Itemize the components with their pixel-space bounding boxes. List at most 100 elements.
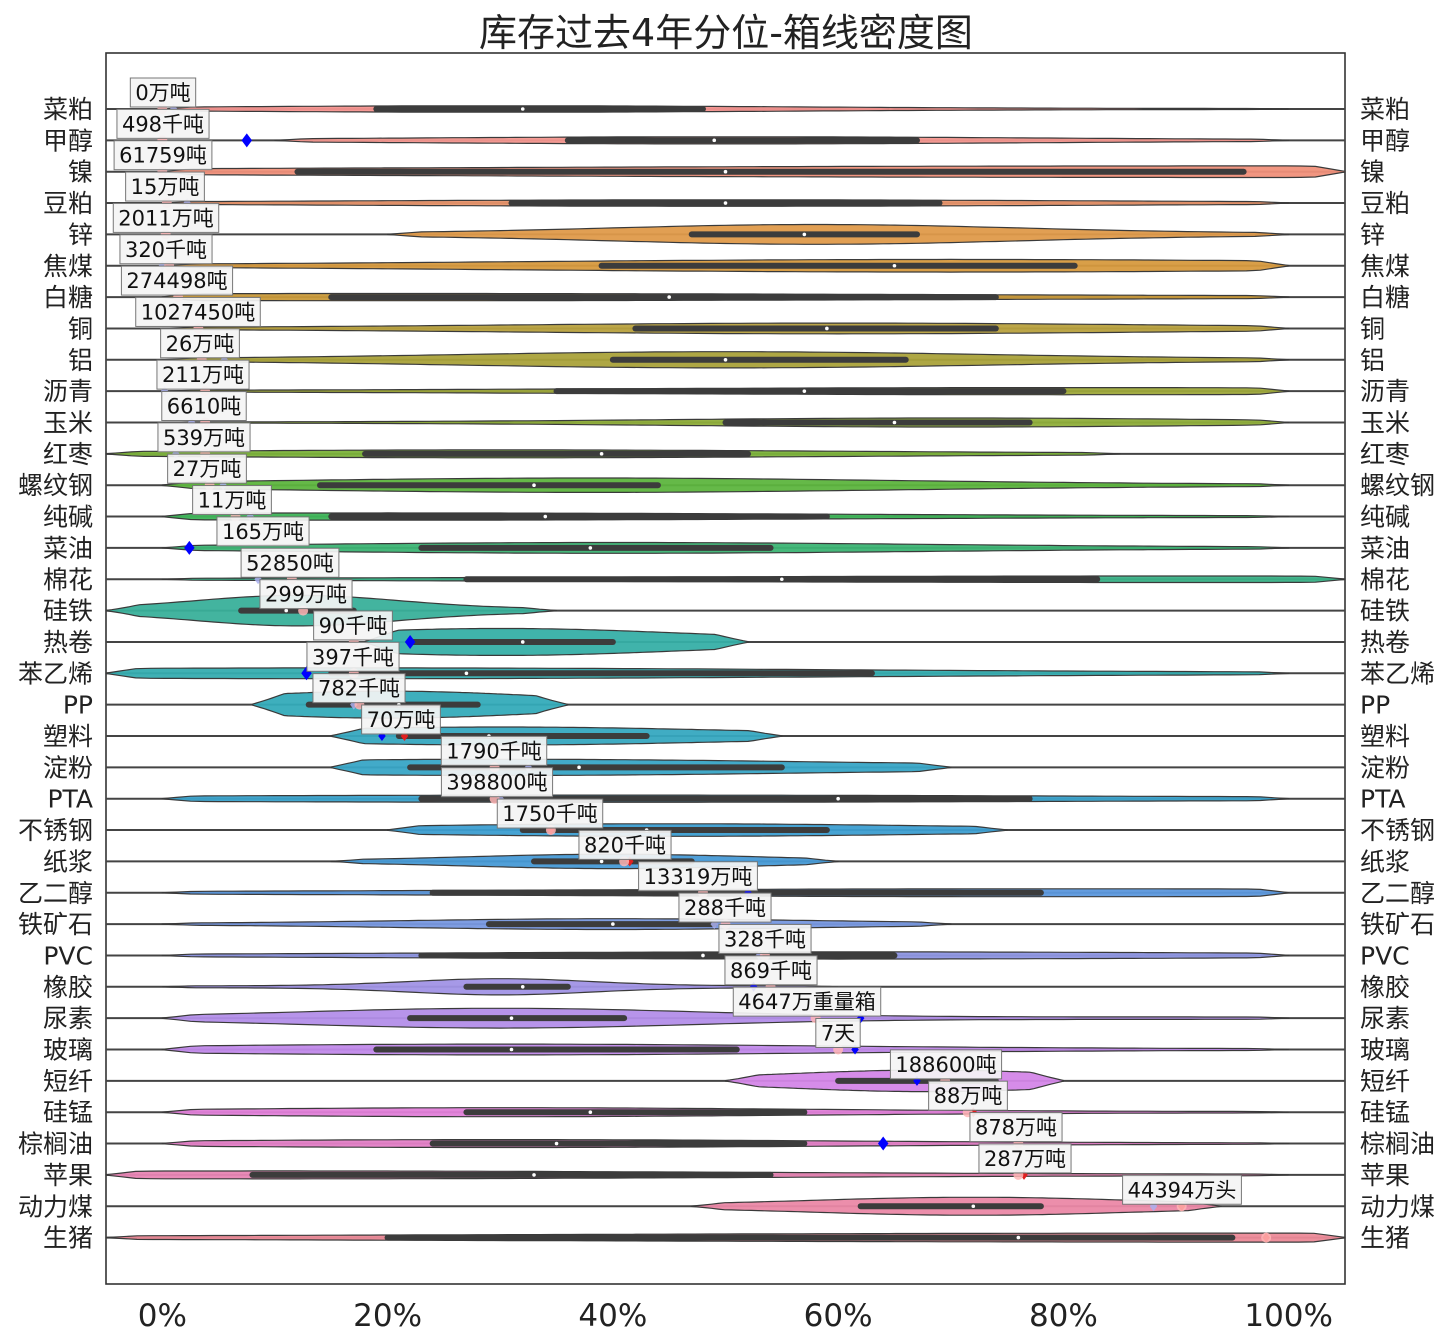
- y-label-right: 甲醇: [1360, 126, 1410, 155]
- y-label-right: 乙二醇: [1360, 879, 1435, 908]
- violin-median: [780, 577, 784, 582]
- violin-median: [520, 107, 525, 111]
- violin-median: [802, 389, 807, 393]
- x-tick-label: 100%: [1244, 1298, 1333, 1334]
- value-annotation: 878万吨: [975, 1116, 1057, 1140]
- y-label-left: 镍: [68, 158, 93, 187]
- y-label-left: 菜粕: [43, 95, 93, 124]
- value-annotation: 52850吨: [246, 551, 334, 575]
- annotation-box: [312, 673, 406, 704]
- annotation-box: [161, 391, 247, 421]
- value-annotation: 288千吨: [684, 896, 766, 920]
- violin-median: [712, 138, 717, 143]
- value-annotation: 26万吨: [166, 332, 235, 356]
- y-label-left: 白糖: [43, 283, 93, 312]
- annotation-box: [440, 767, 554, 798]
- violin-median: [667, 295, 671, 299]
- y-label-right: 玻璃: [1360, 1036, 1410, 1065]
- y-label-right: PP: [1360, 691, 1390, 720]
- violin-median: [892, 263, 897, 268]
- annotation-box: [815, 1018, 861, 1048]
- y-label-right: 铝: [1360, 346, 1385, 375]
- annotation-box: [125, 171, 205, 202]
- violin-median: [554, 1141, 559, 1146]
- y-label-right: 螺纹钢: [1360, 471, 1435, 500]
- value-annotation: 287万吨: [984, 1147, 1066, 1171]
- y-label-right: 锌: [1360, 220, 1385, 249]
- y-label-left: 动力煤: [18, 1192, 93, 1221]
- current-marker: [404, 634, 416, 649]
- percentile-dot: [1261, 1232, 1272, 1243]
- y-label-left: 甲醇: [43, 126, 93, 155]
- value-annotation: 320千吨: [125, 238, 207, 262]
- current-marker: [184, 540, 195, 555]
- value-annotation: 1027450吨: [141, 300, 256, 324]
- chart-title: 库存过去4年分位-箱线密度图: [479, 11, 973, 55]
- annotation-box: [160, 328, 240, 359]
- y-label-right: 纯碱: [1360, 503, 1410, 532]
- value-annotation: 70万吨: [367, 708, 436, 732]
- y-label-left: 纯碱: [43, 503, 93, 532]
- y-label-left: 硅锰: [43, 1098, 93, 1127]
- annotation-box: [119, 234, 213, 265]
- violin-median: [577, 765, 581, 770]
- y-label-left: 玉米: [43, 409, 93, 438]
- annotation-box: [157, 422, 251, 453]
- value-annotation: 820千吨: [584, 833, 666, 857]
- value-annotation: 7天: [821, 1022, 855, 1046]
- annotation-box: [638, 861, 758, 892]
- violin-median: [464, 671, 469, 676]
- annotation-box: [116, 108, 210, 139]
- annotation-box: [978, 1143, 1072, 1174]
- y-label-right: 热卷: [1360, 628, 1410, 657]
- annotation-box: [578, 829, 672, 860]
- y-label-left: 热卷: [43, 628, 93, 657]
- annotation-box: [496, 798, 604, 829]
- annotation-box: [259, 579, 353, 610]
- value-annotation: 539万吨: [163, 426, 245, 450]
- value-annotation: 211万吨: [162, 363, 244, 387]
- y-label-right: 镍: [1360, 158, 1385, 187]
- annotation-box: [135, 296, 261, 327]
- y-label-right: 不锈钢: [1360, 816, 1435, 845]
- annotation-box: [724, 955, 818, 986]
- y-label-left: 乙二醇: [18, 879, 93, 908]
- value-annotation: 44394万头: [1128, 1178, 1237, 1202]
- annotation-box: [969, 1112, 1063, 1143]
- violin-median: [971, 1204, 976, 1209]
- violin-median: [836, 796, 840, 801]
- y-label-left: 淀粉: [43, 753, 93, 782]
- y-label-right: 棉花: [1360, 565, 1410, 594]
- y-label-right: PTA: [1360, 785, 1406, 814]
- value-annotation: 1790千吨: [446, 739, 541, 763]
- y-label-right: 焦煤: [1360, 252, 1410, 281]
- violin-median: [1016, 1235, 1021, 1240]
- value-annotation: 397千吨: [312, 645, 394, 669]
- y-label-right: PVC: [1360, 941, 1410, 970]
- y-label-left: 生猪: [43, 1224, 93, 1253]
- y-label-right: 菜粕: [1360, 95, 1410, 124]
- y-label-left: 铜: [68, 314, 93, 343]
- annotation-box: [156, 359, 250, 390]
- y-label-left: PTA: [47, 785, 93, 814]
- annotation-box: [928, 1080, 1008, 1111]
- violin-median: [543, 514, 548, 519]
- y-label-right: 动力煤: [1360, 1192, 1435, 1221]
- y-label-left: 不锈钢: [18, 816, 93, 845]
- violin-body: [161, 105, 1289, 113]
- y-label-right: 玉米: [1360, 409, 1410, 438]
- y-label-right: 淀粉: [1360, 753, 1410, 782]
- violin-median: [723, 201, 728, 205]
- violin-median: [599, 859, 604, 864]
- y-label-left: 硅铁: [43, 597, 93, 626]
- y-label-right: 苹果: [1360, 1161, 1410, 1190]
- violin-median: [509, 1047, 514, 1052]
- violin-median: [284, 608, 289, 613]
- violin-body: [161, 477, 1290, 493]
- y-label-left: 红枣: [43, 440, 93, 469]
- y-label-right: 塑料: [1360, 722, 1410, 751]
- annotation-box: [313, 610, 393, 641]
- violin-median: [802, 232, 807, 237]
- value-annotation: 15万吨: [131, 175, 200, 199]
